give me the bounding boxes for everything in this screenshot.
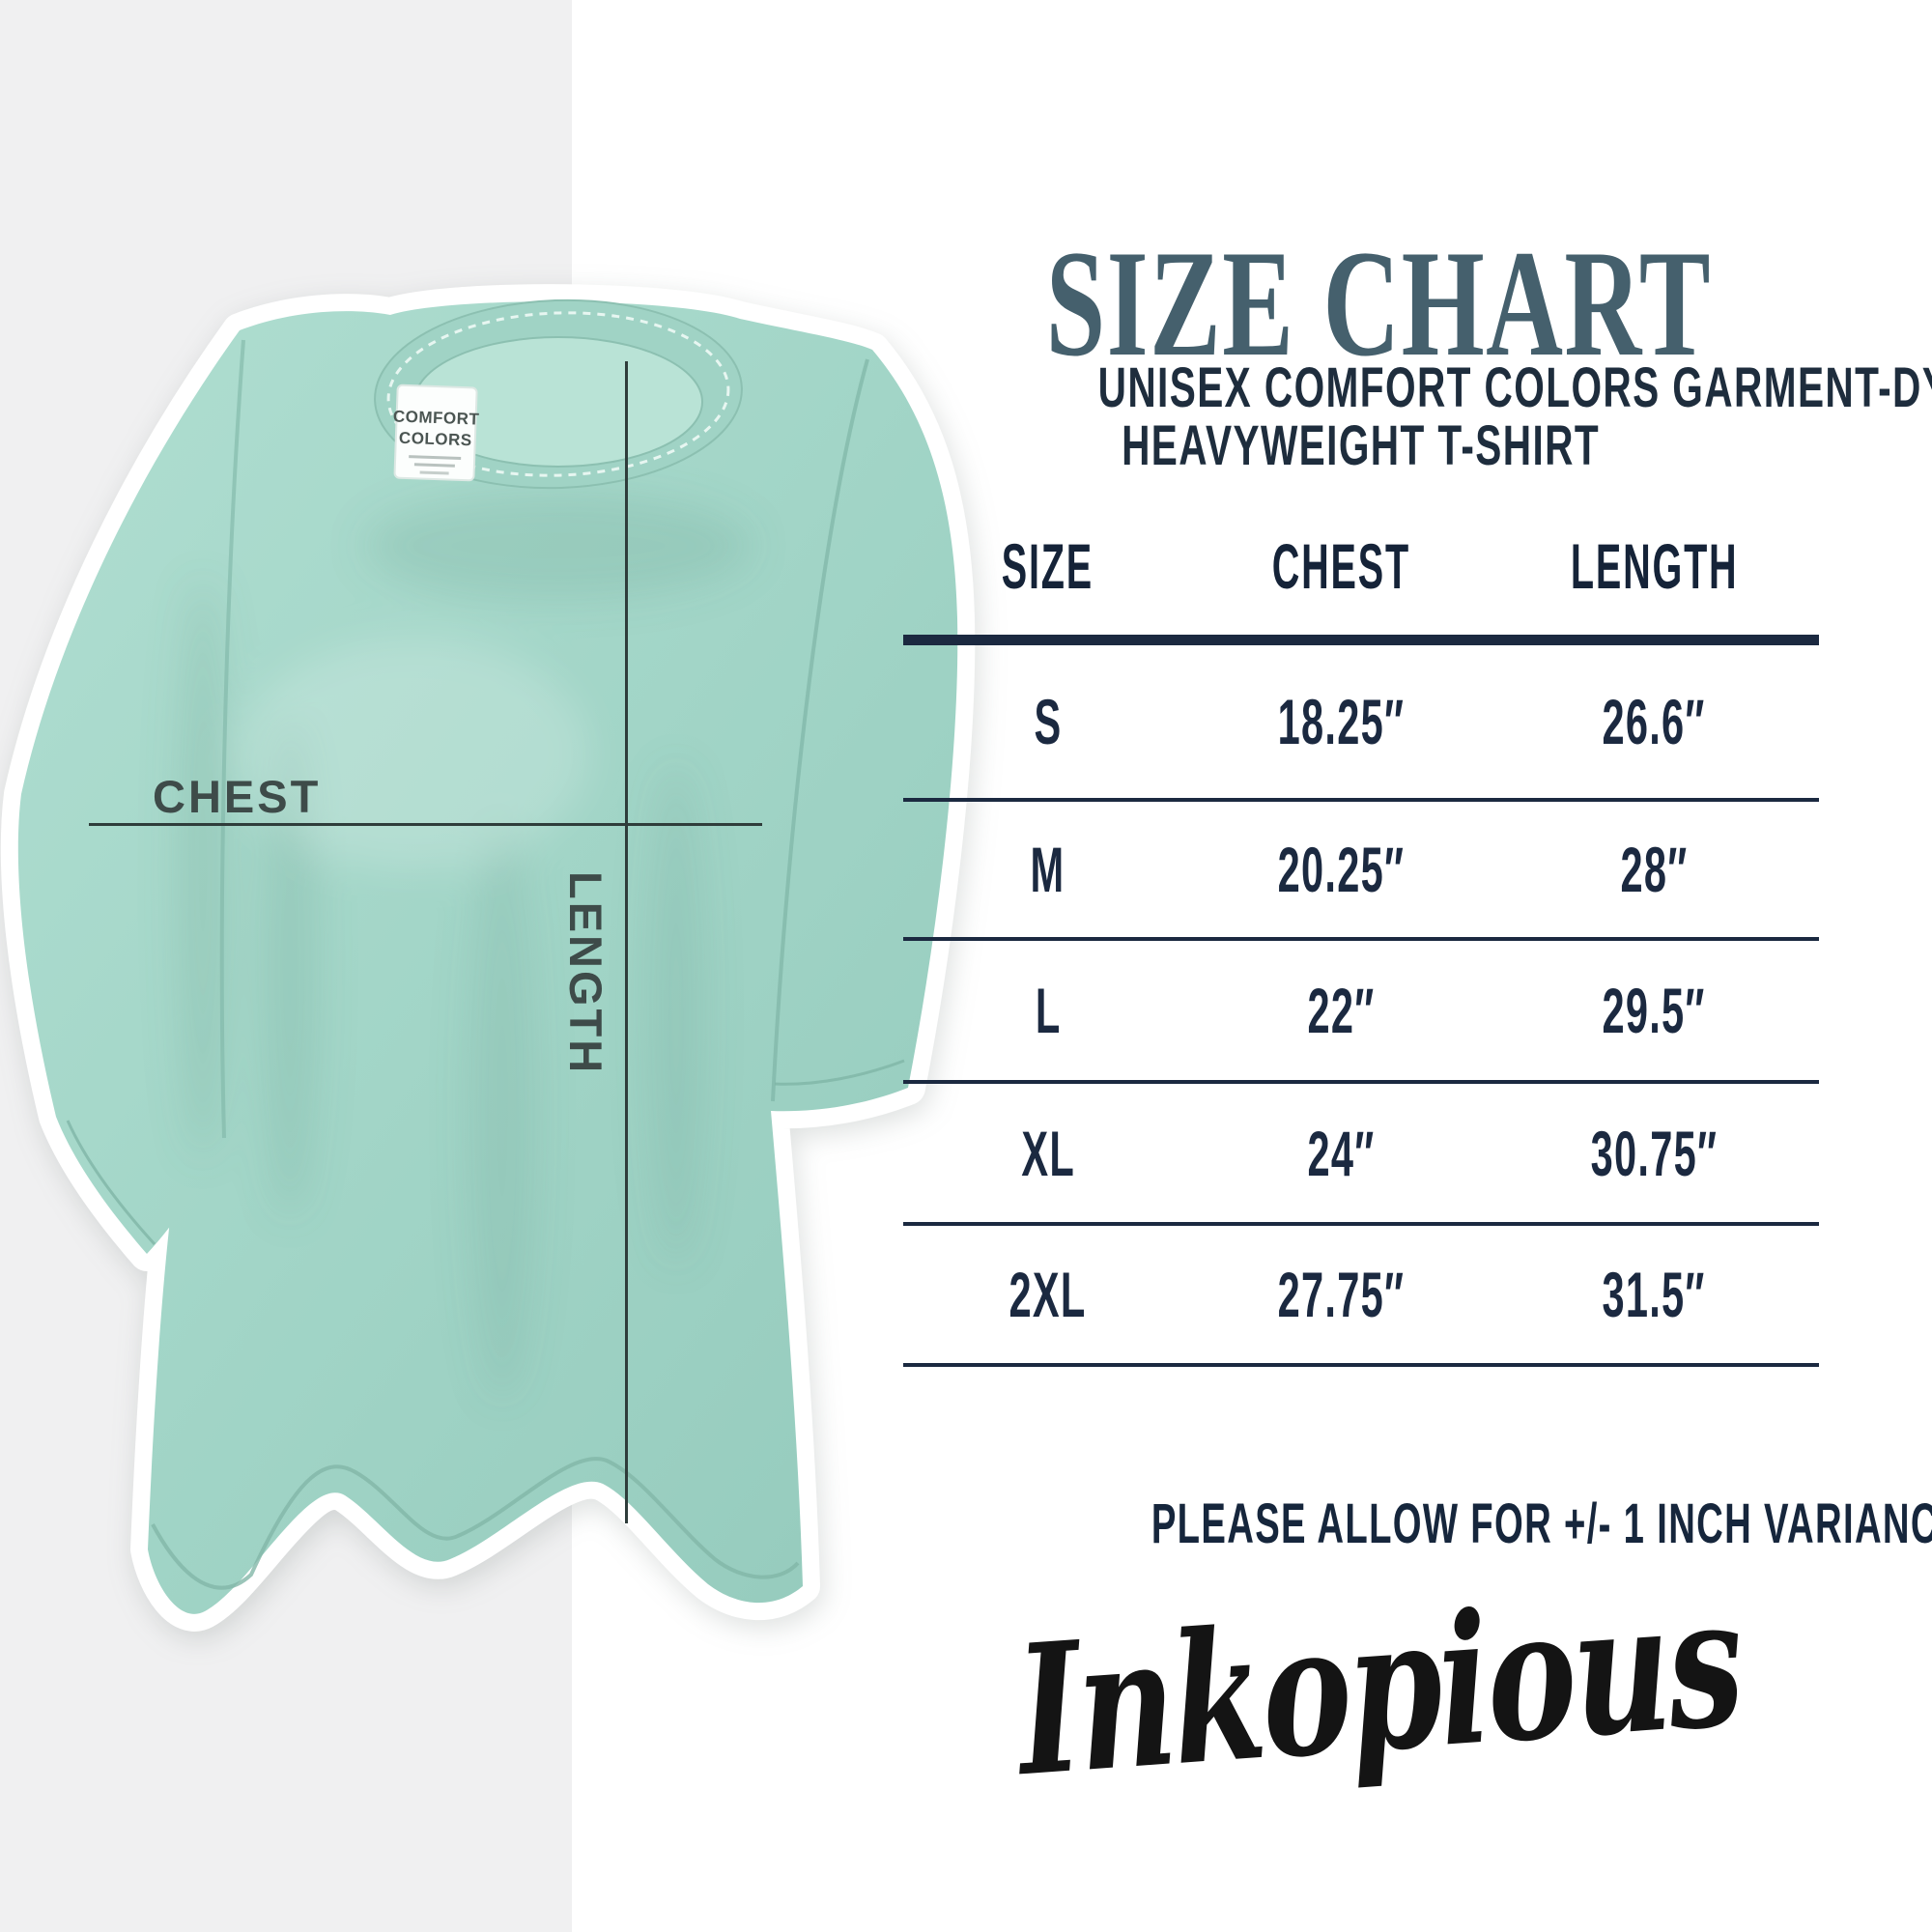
- subtitle-line2: HEAVYWEIGHT T-SHIRT: [1122, 414, 1601, 477]
- cell-size-m: M: [1030, 834, 1065, 905]
- neck-tag-fine-print: [419, 470, 449, 475]
- header-cell-size: SIZE: [1002, 530, 1094, 602]
- neck-tag: COMFORT COLORS: [393, 384, 480, 482]
- size-chart-title-text: SIZE CHART: [1045, 219, 1712, 388]
- cell-chest-l: 22″: [1307, 975, 1376, 1046]
- neck-tag-fine-print: [409, 455, 462, 460]
- cell-chest-xl: 24″: [1307, 1117, 1376, 1189]
- brand-logo-text: Inkopious®: [1010, 1555, 1747, 1817]
- cell-length-l: 29.5″: [1602, 975, 1706, 1046]
- subtitle-line1: UNISEX COMFORT COLORS GARMENT-DYED: [1097, 356, 1932, 419]
- cell-size-2xl: 2XL: [1009, 1259, 1087, 1330]
- brand-logo: Inkopious®: [903, 1555, 1819, 1932]
- cell-length-2xl: 31.5″: [1602, 1259, 1706, 1330]
- size-chart-panel: SIZE CHART UNISEX COMFORT COLORS GARMENT…: [903, 0, 1932, 1932]
- neck-tag-fine-print: [413, 463, 455, 468]
- seam-lines: [66, 339, 905, 1590]
- neck-tag-brand-line1: COMFORT: [393, 407, 480, 428]
- table-row-l: L 22″ 29.5″: [903, 941, 1819, 1080]
- cell-length-s: 26.6″: [1602, 686, 1706, 757]
- cell-chest-m: 20.25″: [1277, 834, 1405, 905]
- length-measure-line: [625, 361, 628, 1523]
- size-chart-title: SIZE CHART: [903, 228, 1819, 381]
- cell-length-m: 28″: [1620, 834, 1689, 905]
- fabric-shading: [178, 493, 752, 1401]
- collar-stitching: [386, 311, 730, 477]
- cell-size-s: S: [1034, 686, 1063, 757]
- header-cell-length: LENGTH: [1570, 530, 1739, 602]
- table-row-2xl: 2XL 27.75″ 31.5″: [903, 1226, 1819, 1363]
- length-label: LENGTH: [560, 871, 611, 1076]
- row-rule-5: [903, 1363, 1819, 1367]
- cell-length-xl: 30.75″: [1590, 1117, 1719, 1189]
- row-rule-3: [903, 1080, 1819, 1084]
- table-row-s: S 18.25″ 26.6″: [903, 645, 1819, 798]
- header-rule: [903, 635, 1819, 645]
- cell-size-xl: XL: [1020, 1117, 1075, 1189]
- cell-size-l: L: [1035, 975, 1062, 1046]
- size-table-header: SIZE CHEST LENGTH: [903, 529, 1819, 602]
- row-rule-1: [903, 798, 1819, 802]
- row-rule-2: [903, 937, 1819, 941]
- header-cell-chest: CHEST: [1271, 530, 1410, 602]
- cell-chest-2xl: 27.75″: [1277, 1259, 1405, 1330]
- size-note: PLEASE ALLOW FOR +/- 1 INCH VARIANCE IN …: [1151, 1492, 1932, 1555]
- table-row-xl: XL 24″ 30.75″: [903, 1084, 1819, 1222]
- chest-label: CHEST: [153, 771, 322, 822]
- table-row-m: M 20.25″ 28″: [903, 802, 1819, 937]
- neck-tag-brand-line2: COLORS: [399, 429, 472, 450]
- chest-measure-line: [89, 823, 762, 826]
- row-rule-4: [903, 1222, 1819, 1226]
- size-chart-subtitle: UNISEX COMFORT COLORS GARMENT-DYED HEAVY…: [903, 359, 1932, 477]
- cell-chest-s: 18.25″: [1277, 686, 1405, 757]
